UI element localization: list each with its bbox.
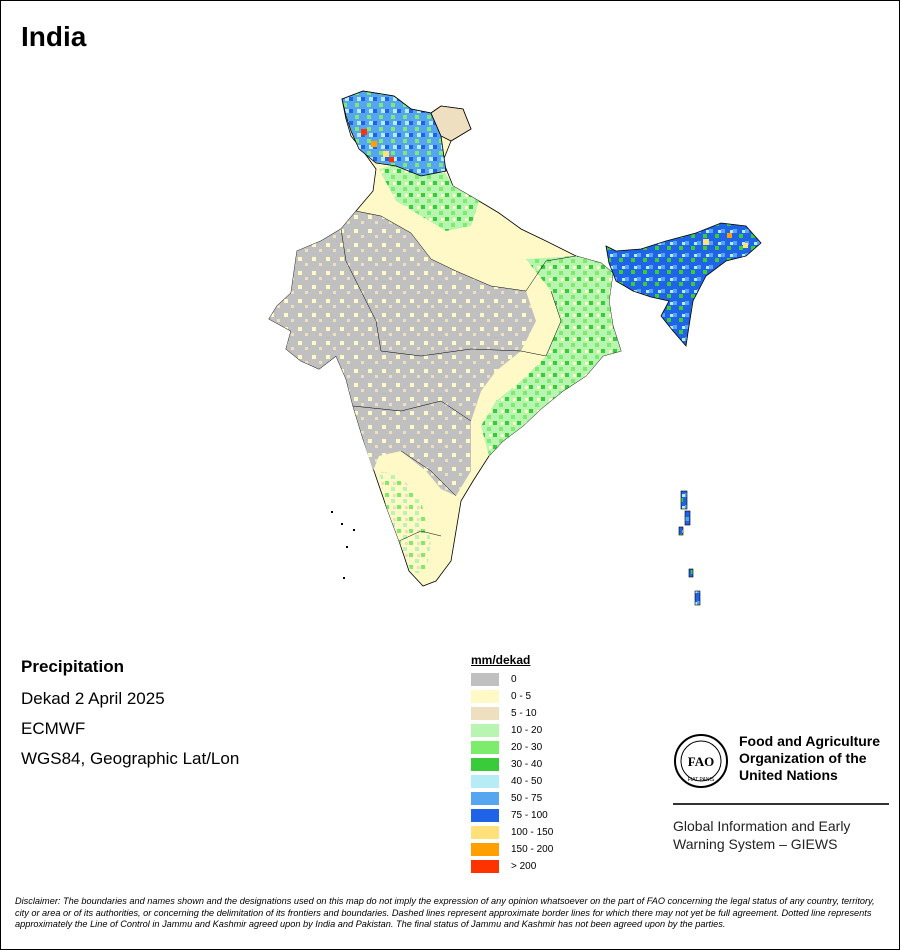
ne-hotspot-2 — [727, 233, 732, 238]
kashmir-hotspot-2 — [371, 141, 377, 147]
kashmir-hotspot-3 — [383, 151, 389, 157]
legend-label: 0 - 5 — [511, 691, 532, 702]
legend-label: 10 - 20 — [511, 725, 543, 736]
legend-item: 40 - 50 — [471, 773, 553, 790]
legend-item: 20 - 30 — [471, 739, 553, 756]
legend-label: 50 - 75 — [511, 793, 543, 804]
legend-item: 50 - 75 — [471, 790, 553, 807]
legend-swatch — [471, 809, 499, 822]
legend-label: 20 - 30 — [511, 742, 543, 753]
ne-hotspot-3 — [743, 243, 748, 248]
fao-logo-icon: FAO FIAT PANIS — [674, 734, 728, 788]
northeast-region — [605, 222, 762, 347]
projection-label: WGS84, Geographic Lat/Lon — [21, 749, 240, 768]
legend-item: 0 — [471, 671, 553, 688]
legend-item: 10 - 20 — [471, 722, 553, 739]
legend-label: 100 - 150 — [511, 827, 554, 838]
legend-item: > 200 — [471, 858, 553, 875]
legend-item: 30 - 40 — [471, 756, 553, 773]
fao-name-line: Organization of the — [739, 750, 867, 766]
giews-label: Global Information and Early Warning Sys… — [673, 817, 889, 853]
legend-item: 100 - 150 — [471, 824, 553, 841]
kashmir-region — [341, 90, 447, 177]
variable-name: Precipitation — [21, 657, 124, 676]
giews-line: Warning System – GIEWS — [673, 836, 838, 852]
period-label: Dekad 2 April 2025 — [21, 689, 165, 708]
kashmir-hotspot-4 — [389, 157, 394, 162]
giews-line: Global Information and Early — [673, 818, 851, 834]
legend-swatch — [471, 707, 499, 720]
legend-swatch — [471, 792, 499, 805]
fao-name-line: United Nations — [739, 767, 838, 783]
disclaimer-text: Disclaimer: The boundaries and names sho… — [15, 896, 875, 930]
precipitation-legend: mm/dekad 0 0 - 5 5 - 10 10 - 20 20 - 30 … — [471, 653, 553, 875]
legend-label: 150 - 200 — [511, 844, 554, 855]
legend-swatch — [471, 843, 499, 856]
legend-label: 0 — [511, 674, 517, 685]
map-title: India — [21, 21, 87, 52]
legend-item: 0 - 5 — [471, 688, 553, 705]
legend-title: mm/dekad — [471, 653, 531, 667]
legend-label: 5 - 10 — [511, 708, 537, 719]
legend-label: 75 - 100 — [511, 810, 548, 821]
legend-label: > 200 — [511, 861, 537, 872]
legend-label: 40 - 50 — [511, 776, 543, 787]
legend-swatch — [471, 690, 499, 703]
legend-swatch — [471, 826, 499, 839]
ladakh-region — [430, 105, 472, 142]
legend-swatch — [471, 775, 499, 788]
east-green-region — [481, 256, 621, 456]
andaman-nicobar-islands — [678, 490, 701, 606]
legend-swatch — [471, 673, 499, 686]
fao-name-line: Food and Agriculture — [739, 733, 881, 749]
legend-item: 5 - 10 — [471, 705, 553, 722]
legend-swatch — [471, 860, 499, 873]
map-info: Precipitation Dekad 2 April 2025 ECMWF W… — [21, 657, 239, 779]
source-label: ECMWF — [21, 719, 86, 738]
legend-item: 150 - 200 — [471, 841, 553, 858]
legend-item: 75 - 100 — [471, 807, 553, 824]
ne-hotspot-1 — [703, 239, 709, 245]
fao-logo-motto: FIAT PANIS — [688, 777, 715, 783]
legend-label: 30 - 40 — [511, 759, 543, 770]
kashmir-hotspot-1 — [361, 129, 367, 135]
legend-swatch — [471, 741, 499, 754]
fao-logo-text: FAO — [688, 754, 714, 769]
south-green-region — [379, 471, 431, 576]
fao-name: Food and Agriculture Organization of the… — [739, 733, 880, 784]
legend-swatch — [471, 724, 499, 737]
lakshadweep-islands — [331, 511, 355, 579]
fao-branding: FAO FIAT PANIS Food and Agriculture Orga… — [673, 733, 889, 853]
india-precipitation-map — [268, 90, 762, 606]
north-green-region — [379, 161, 479, 231]
state-borders — [340, 210, 577, 542]
divider — [673, 803, 889, 805]
legend-swatch — [471, 758, 499, 771]
